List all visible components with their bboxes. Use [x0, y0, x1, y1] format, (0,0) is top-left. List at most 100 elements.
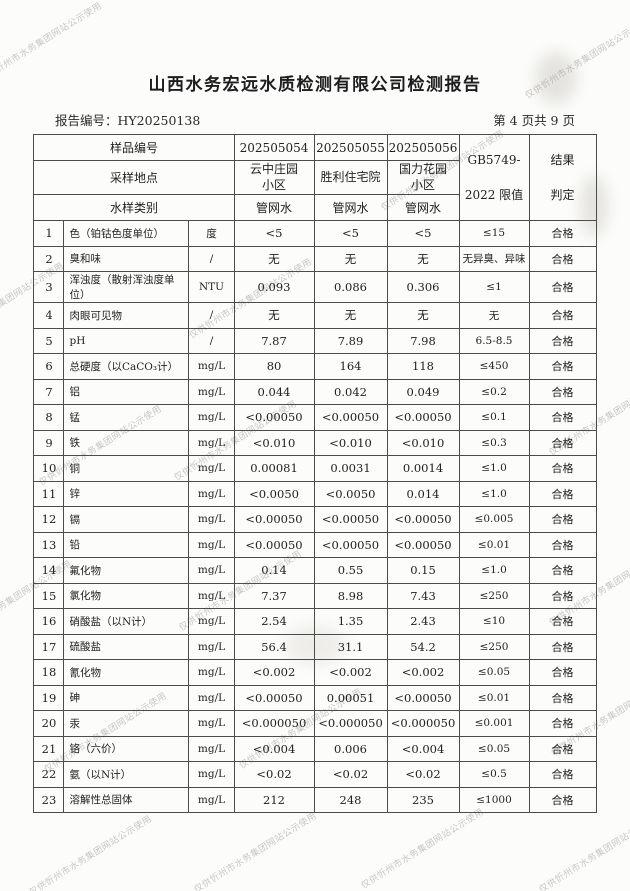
result: 合格	[528, 735, 597, 762]
value-sample-1: 212	[233, 786, 315, 813]
value-sample-3: <0.002	[386, 659, 460, 686]
value-sample-2: 0.00051	[313, 684, 388, 711]
water-type-3: 管网水	[386, 194, 460, 221]
limit: ≤0.3	[458, 429, 530, 456]
limit: ≤0.05	[458, 659, 530, 686]
limit: ≤450	[458, 353, 530, 380]
result-judgement-label: 结果 判定	[528, 134, 597, 221]
value-sample-1: 2.54	[233, 608, 315, 635]
table-row: 12 镉 mg/L <0.00050 <0.00050 <0.00050 ≤0.005 合格	[33, 506, 597, 533]
limit: ≤0.01	[458, 684, 530, 711]
value-sample-1: <0.02	[233, 761, 315, 788]
table-row: 2 臭和味 / 无无无无异臭、异味 合格	[33, 245, 597, 272]
value-sample-2: 0.086	[313, 271, 388, 303]
report-number-value: HY20250138	[117, 113, 201, 128]
table-row: 5 pH/7.87 7.89 7.98 6.5-8.5 合格	[33, 327, 597, 354]
value-sample-3: 无	[386, 302, 460, 329]
table-row: 15 氯化物 mg/L 7.37 8.98 7.43 ≤250 合格	[33, 582, 597, 609]
value-sample-2: 0.042	[313, 378, 388, 405]
row-number: 15	[33, 582, 65, 609]
results-body: 1 色（铂钴色度单位）度 <5 <5 <5 ≤15 合格 2 臭和味 / 无无无无异臭、异味 合格 3 浑…	[33, 220, 597, 813]
value-sample-1: 7.37	[233, 582, 315, 609]
limit: ≤1.0	[458, 557, 530, 584]
limit: ≤250	[458, 633, 530, 660]
result: 合格	[528, 271, 597, 303]
value-sample-1: <0.002	[233, 659, 315, 686]
value-sample-1: 56.4	[233, 633, 315, 660]
unit: mg/L	[188, 659, 235, 686]
value-sample-2: <0.000050	[313, 710, 388, 737]
param-name: 铝	[63, 378, 190, 405]
limit: ≤15	[458, 220, 530, 247]
unit: mg/L	[188, 378, 235, 405]
value-sample-3: 2.43	[386, 608, 460, 635]
result: 合格	[528, 761, 597, 788]
value-sample-3: 118	[386, 353, 460, 380]
value-sample-2: 0.0031	[313, 455, 388, 482]
sample-no-2: 202505055	[313, 134, 388, 161]
row-number: 21	[33, 735, 65, 762]
page-indicator: 第 4 页共 9 页	[493, 113, 575, 128]
value-sample-3: 0.15	[386, 557, 460, 584]
table-row: 13 铅 mg/L <0.00050 <0.00050 <0.00050 ≤0.01 合格	[33, 531, 597, 558]
value-sample-1: 80	[233, 353, 315, 380]
value-sample-2: 无	[313, 302, 388, 329]
value-sample-2: 无	[313, 245, 388, 272]
result: 合格	[528, 302, 597, 329]
unit: mg/L	[188, 480, 235, 507]
param-name: 臭和味	[63, 245, 190, 272]
value-sample-3: <0.00050	[386, 531, 460, 558]
limit: ≤1	[458, 271, 530, 303]
row-number: 7	[33, 378, 65, 405]
value-sample-2: <0.00050	[313, 506, 388, 533]
value-sample-1: <0.00050	[233, 506, 315, 533]
result: 合格	[528, 429, 597, 456]
param-name: 色（铂钴色度单位）	[63, 220, 190, 247]
location-1: 云中庄园 小区	[233, 160, 315, 195]
value-sample-3: 0.014	[386, 480, 460, 507]
watermark: 仅供忻州市水务集团网站公示使用	[537, 811, 630, 891]
param-name: 氰化物	[63, 659, 190, 686]
unit: mg/L	[188, 684, 235, 711]
value-sample-1: <0.0050	[233, 480, 315, 507]
limit: 无	[458, 302, 530, 329]
location-3: 国力花园 小区	[386, 160, 460, 195]
value-sample-1: 无	[233, 302, 315, 329]
table-row: 6 总硬度（以CaCO₃计） mg/L 80 164 118 ≤450 合格	[33, 353, 597, 380]
result: 合格	[528, 378, 597, 405]
value-sample-3: <0.00050	[386, 684, 460, 711]
param-name: 汞	[63, 710, 190, 737]
param-name: 铅	[63, 531, 190, 558]
table-row: 21 铬（六价） mg/L <0.004 0.006 <0.004 ≤0.05 合格	[33, 735, 597, 762]
result: 合格	[528, 710, 597, 737]
result: 合格	[528, 455, 597, 482]
row-number: 22	[33, 761, 65, 788]
limit: ≤0.05	[458, 735, 530, 762]
row-number: 3	[33, 271, 65, 303]
param-name: 总硬度（以CaCO₃计）	[63, 353, 190, 380]
value-sample-1: <0.00050	[233, 531, 315, 558]
results-table-header: 样品编号 202505054 202505055 202505056 GB574…	[33, 134, 597, 221]
watermark: 仅供忻州市水务集团网站公示使用	[192, 811, 319, 891]
table-row: 10 铜 mg/L 0.00081 0.0031 0.0014 ≤1.0 合格	[33, 455, 597, 482]
param-name: 砷	[63, 684, 190, 711]
value-sample-2: 7.89	[313, 327, 388, 354]
param-name: 溶解性总固体	[63, 786, 190, 813]
unit: mg/L	[188, 761, 235, 788]
row-number: 19	[33, 684, 65, 711]
value-sample-2: <0.002	[313, 659, 388, 686]
water-type-1: 管网水	[233, 194, 315, 221]
limit: ≤0.1	[458, 404, 530, 431]
header-row-sample-no: 样品编号 202505054 202505055 202505056 GB574…	[33, 134, 597, 221]
value-sample-1: 0.14	[233, 557, 315, 584]
value-sample-1: <0.004	[233, 735, 315, 762]
unit: mg/L	[188, 786, 235, 813]
limit: ≤1.0	[458, 455, 530, 482]
result: 合格	[528, 327, 597, 354]
table-row: 14 氟化物 mg/L 0.14 0.55 0.15 ≤1.0 合格	[33, 557, 597, 584]
result: 合格	[528, 608, 597, 635]
location-label: 采样地点	[33, 160, 235, 195]
value-sample-3: 235	[386, 786, 460, 813]
unit: mg/L	[188, 353, 235, 380]
